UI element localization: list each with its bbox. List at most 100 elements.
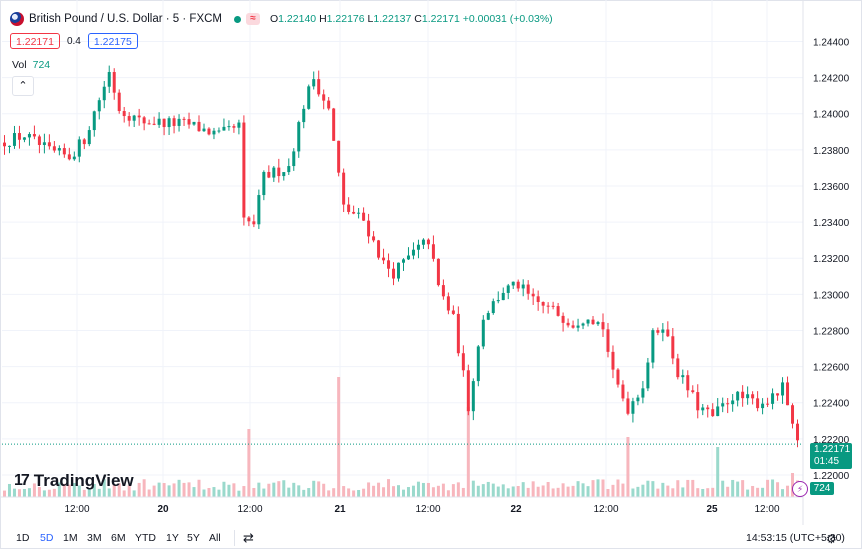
- candle-body: [42, 142, 46, 145]
- candle-body: [611, 351, 615, 370]
- candle-body: [531, 293, 535, 297]
- volume-bar: [212, 487, 216, 497]
- volume-bar: [107, 488, 111, 497]
- candle-body: [461, 353, 465, 371]
- candle-body: [167, 118, 171, 128]
- price-axis[interactable]: 1.24400 1.24200 1.24000 1.23800 1.23600 1.234…: [813, 37, 850, 482]
- candle-body: [666, 329, 670, 337]
- volume-bar: [102, 479, 106, 497]
- candle-body: [187, 119, 191, 125]
- volume-bar: [606, 488, 610, 497]
- candle-body: [656, 330, 660, 333]
- price-tick-label: 1.22400: [813, 399, 850, 410]
- volume-bar: [496, 486, 500, 497]
- candle-body: [476, 346, 480, 382]
- volume-bar: [626, 437, 630, 497]
- symbol-title[interactable]: British Pound / U.S. Dollar · 5 · FXCM: [29, 13, 222, 25]
- range-all-button[interactable]: All: [209, 532, 221, 544]
- candle-body: [506, 285, 510, 293]
- volume-bar: [741, 480, 745, 497]
- range-3m-button[interactable]: 3M: [87, 532, 102, 544]
- volume-bar: [696, 488, 700, 497]
- candle-body: [92, 111, 96, 131]
- range-1d-button[interactable]: 1D: [16, 532, 30, 544]
- candle-body: [471, 381, 475, 412]
- candle-body: [466, 370, 470, 412]
- volume-bar: [586, 486, 590, 497]
- range-5d-button[interactable]: 5D: [40, 532, 54, 544]
- volume-bar: [277, 481, 281, 497]
- settings-gear-icon[interactable]: ⚙: [826, 532, 837, 546]
- volume-bar: [322, 483, 326, 497]
- volume-bar: [411, 485, 415, 497]
- volume-bar: [157, 482, 161, 497]
- candle-body: [786, 382, 790, 406]
- chart[interactable]: 1.24400 1.24200 1.24000 1.23800 1.23600 1.234…: [0, 0, 863, 525]
- candle-body: [107, 72, 111, 87]
- volume-bar: [232, 483, 236, 497]
- bolt-icon[interactable]: ⚡: [792, 481, 808, 497]
- candle-body: [541, 302, 545, 306]
- collapse-legend-button[interactable]: ⌃: [12, 76, 34, 96]
- candle-body: [67, 154, 71, 160]
- range-5y-button[interactable]: 5Y: [187, 532, 200, 544]
- candle-body: [57, 148, 61, 151]
- volume-bar: [152, 485, 156, 497]
- candle-body: [182, 118, 186, 120]
- volume-bar: [701, 488, 705, 497]
- candle-body: [421, 239, 425, 245]
- candle-body: [137, 115, 141, 118]
- range-6m-button[interactable]: 6M: [111, 532, 126, 544]
- volume-bar: [197, 479, 201, 497]
- volume-bar: [12, 488, 16, 497]
- candle-body: [232, 126, 236, 128]
- candle-body: [62, 148, 66, 155]
- candle-body: [401, 259, 405, 263]
- volume-bar: [372, 485, 376, 497]
- volume-bar: [307, 488, 311, 497]
- last-price-label: 1.22171 01:45: [810, 443, 852, 469]
- candle-body: [257, 195, 261, 225]
- volume-bar: [237, 490, 241, 497]
- candle-body: [501, 292, 505, 301]
- range-ytd-button[interactable]: YTD: [135, 532, 156, 544]
- candle-body: [591, 319, 595, 325]
- volume-value: 724: [32, 59, 51, 71]
- candle-body: [596, 322, 600, 325]
- candle-body: [701, 407, 705, 411]
- volume-bar: [262, 488, 266, 497]
- last-price-value: 1.22171: [814, 444, 851, 455]
- volume-bar: [541, 485, 545, 497]
- time-axis[interactable]: 12:00 20 12:00 21 12:00 22 12:00 25 12:00: [64, 504, 779, 515]
- volume-bar: [332, 488, 336, 497]
- volume-bar: [397, 485, 401, 497]
- low-value: 1.22137: [373, 13, 412, 25]
- range-1m-button[interactable]: 1M: [63, 532, 78, 544]
- tradingview-logo[interactable]: 17 TradingView: [14, 471, 134, 491]
- candle-body: [486, 313, 490, 320]
- volume-bar: [97, 488, 101, 497]
- sell-button[interactable]: 1.22171: [10, 33, 60, 49]
- time-tick-label: 12:00: [754, 504, 779, 515]
- candle-body: [267, 171, 271, 178]
- candle-body: [481, 319, 485, 347]
- buy-button[interactable]: 1.22175: [87, 33, 138, 49]
- candle-body: [741, 391, 745, 399]
- volume-bar: [72, 483, 76, 497]
- candle-body: [661, 329, 665, 333]
- date-range-icon[interactable]: ⇄: [243, 530, 254, 545]
- candle-body: [322, 94, 326, 101]
- volume-bar: [382, 487, 386, 497]
- range-1y-button[interactable]: 1Y: [166, 532, 179, 544]
- timezone-clock[interactable]: 14:53:15 (UTC+5:30): [746, 532, 845, 544]
- volume-bar: [711, 487, 715, 497]
- candle-body: [102, 86, 106, 101]
- quote-boxes: 1.22171 0.4 1.22175: [10, 33, 138, 49]
- volume-bar: [521, 482, 525, 497]
- volume-bar: [327, 490, 331, 497]
- candle-body: [292, 151, 296, 167]
- candle-body: [147, 123, 151, 125]
- volume-legend: Vol 724: [12, 59, 50, 71]
- candle-body: [122, 111, 126, 117]
- volume-bar: [531, 481, 535, 497]
